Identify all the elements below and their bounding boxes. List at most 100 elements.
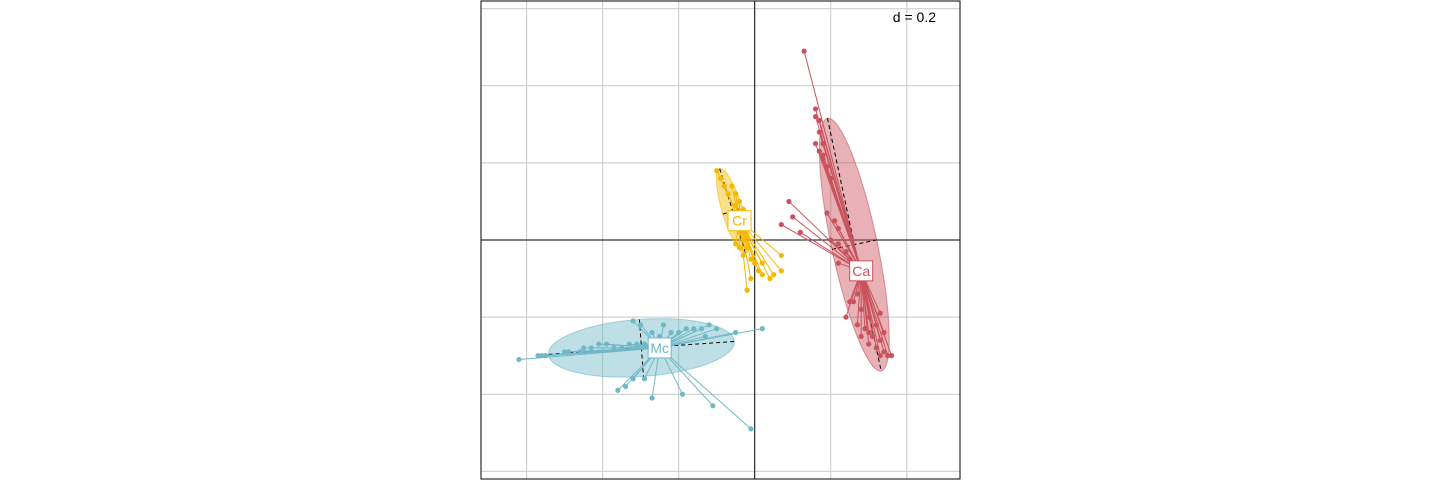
point-cr xyxy=(748,256,754,262)
point-ca xyxy=(843,314,849,320)
point-cr xyxy=(778,252,784,259)
point-cr xyxy=(755,268,762,274)
point-mc xyxy=(706,322,712,328)
point-ca xyxy=(812,141,819,147)
point-mc xyxy=(581,345,587,351)
point-mc xyxy=(748,426,754,432)
point-mc xyxy=(596,341,602,347)
point-ca xyxy=(881,329,887,336)
point-mc xyxy=(714,326,720,332)
point-cr xyxy=(740,237,746,243)
point-mc xyxy=(565,349,572,355)
point-mc xyxy=(691,326,697,332)
point-mc xyxy=(759,326,765,332)
point-cr xyxy=(740,252,746,259)
point-ca xyxy=(850,299,857,305)
point-cr xyxy=(767,275,773,282)
point-ca xyxy=(835,260,841,266)
group-label-text-ca: Ca xyxy=(852,263,870,279)
point-ca xyxy=(778,221,784,228)
point-ca xyxy=(885,353,891,359)
point-ca xyxy=(801,48,807,54)
star-line-mc xyxy=(579,347,660,353)
group-label-ca: Ca xyxy=(849,260,874,282)
point-mc xyxy=(638,322,644,328)
point-mc xyxy=(641,376,648,382)
point-cr xyxy=(714,168,720,174)
point-mc xyxy=(641,341,648,347)
point-cr xyxy=(744,287,750,293)
point-cr xyxy=(759,260,765,266)
point-mc xyxy=(562,349,568,355)
point-mc xyxy=(668,329,674,336)
point-cr xyxy=(725,191,731,197)
point-ca xyxy=(843,248,849,255)
point-mc xyxy=(535,353,541,359)
point-mc xyxy=(516,356,522,363)
group-label-box-mc xyxy=(647,337,672,359)
point-ca xyxy=(816,148,822,154)
star-line-ca xyxy=(781,224,862,272)
point-mc xyxy=(630,376,636,382)
point-cr xyxy=(744,233,750,239)
point-cr xyxy=(759,272,765,278)
point-mc xyxy=(649,395,655,401)
point-layer xyxy=(516,48,895,432)
point-ca xyxy=(877,310,883,316)
group-label-text-mc: Mc xyxy=(650,340,669,356)
point-ca xyxy=(786,198,792,205)
point-ca xyxy=(816,129,822,135)
point-ca xyxy=(869,333,876,339)
point-cr xyxy=(733,202,739,208)
point-ca xyxy=(888,353,895,359)
point-mc xyxy=(615,387,621,393)
point-ca xyxy=(835,225,841,232)
point-mc xyxy=(733,329,739,336)
axes-layer xyxy=(481,1,960,479)
point-ca xyxy=(831,218,838,224)
point-cr xyxy=(748,275,754,282)
point-cr xyxy=(721,183,727,189)
point-ca xyxy=(873,322,879,328)
point-ca xyxy=(820,141,826,147)
point-ca xyxy=(862,283,868,289)
star-line-ca xyxy=(803,50,862,271)
point-ca xyxy=(877,353,883,359)
point-ca xyxy=(824,164,830,170)
point-ca xyxy=(812,106,819,112)
point-ca xyxy=(816,117,822,124)
point-mc xyxy=(679,391,686,397)
point-mc xyxy=(683,326,689,332)
point-cr xyxy=(778,268,784,274)
point-cr xyxy=(771,272,777,278)
point-mc xyxy=(619,345,625,351)
point-cr xyxy=(733,191,739,197)
point-mc xyxy=(543,353,549,359)
point-cr xyxy=(744,245,750,251)
point-ca xyxy=(824,210,830,216)
point-ca xyxy=(866,341,872,347)
point-ca xyxy=(828,175,834,181)
star-line-ca xyxy=(830,178,862,271)
point-ca xyxy=(790,214,796,220)
point-cr xyxy=(736,245,743,251)
point-ca xyxy=(828,237,834,243)
group-label-text-cr: Cr xyxy=(732,213,747,229)
point-ca xyxy=(873,345,879,351)
point-ca xyxy=(854,322,860,328)
star-line-ca xyxy=(822,143,862,271)
point-mc xyxy=(676,329,682,336)
point-ca xyxy=(854,291,860,297)
plot-frame xyxy=(480,0,961,480)
point-mc xyxy=(577,349,583,355)
point-mc xyxy=(698,326,705,332)
point-mc xyxy=(710,403,716,409)
scale-label: d = 0.2 xyxy=(893,9,936,25)
point-mc xyxy=(634,341,640,347)
point-ca xyxy=(797,229,803,235)
point-cr xyxy=(729,183,735,189)
point-mc xyxy=(702,333,708,339)
group-label-box-ca xyxy=(849,260,874,282)
